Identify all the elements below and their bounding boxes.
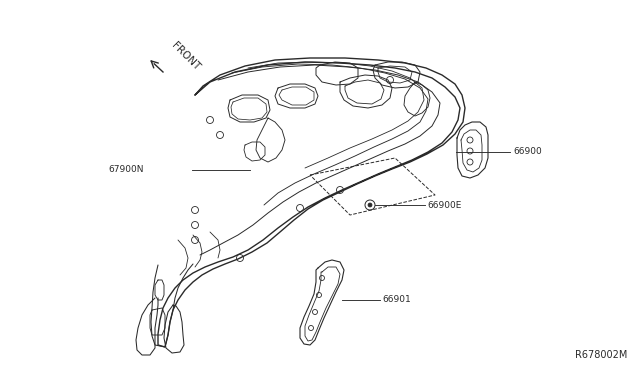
Text: 66900: 66900 (513, 148, 541, 157)
Text: FRONT: FRONT (170, 40, 202, 72)
Text: 67900N: 67900N (108, 166, 143, 174)
Text: 66901: 66901 (382, 295, 411, 305)
Circle shape (368, 203, 372, 207)
Text: 66900E: 66900E (427, 201, 461, 209)
Text: R678002M: R678002M (575, 350, 627, 360)
